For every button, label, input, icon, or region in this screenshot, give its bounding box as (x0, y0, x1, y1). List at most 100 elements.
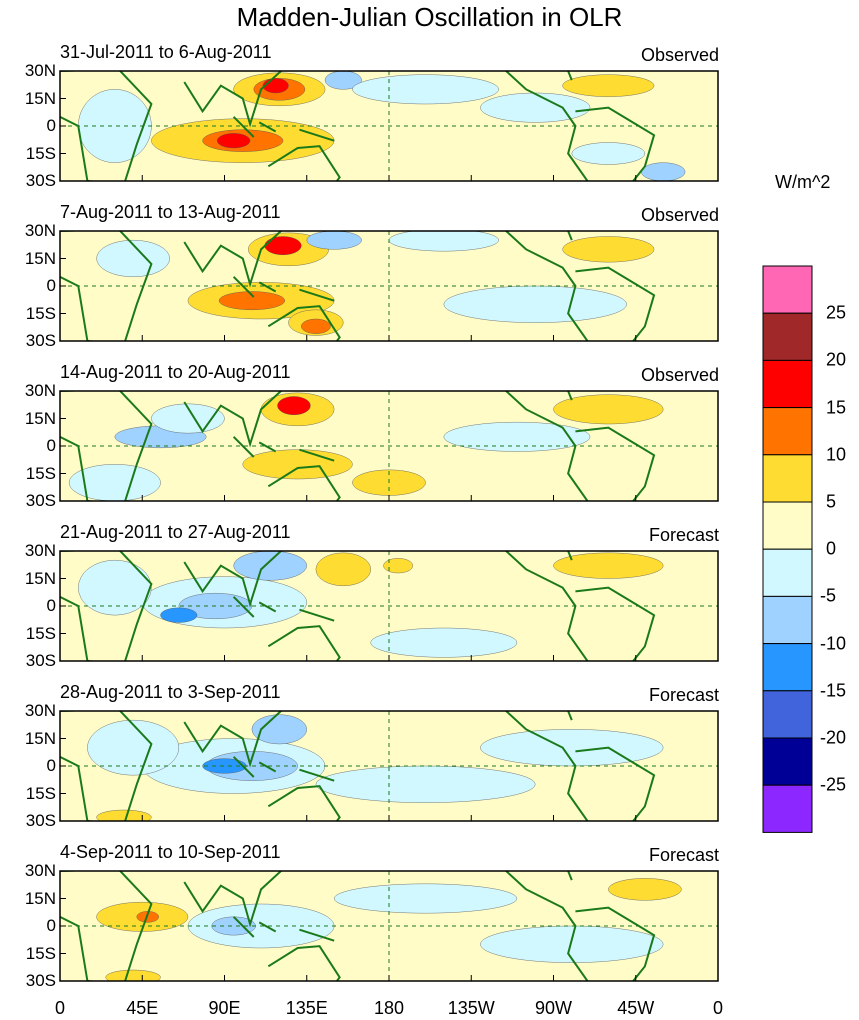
coastline (232, 756, 335, 782)
panel-date-range: 21-Aug-2011 to 27-Aug-2011 (60, 522, 291, 542)
colorbar-swatch (762, 407, 813, 456)
lat-label: 30N (24, 221, 56, 240)
lat-label: 30N (24, 541, 56, 560)
lat-label: 15N (24, 888, 56, 908)
anomaly-contour (96, 239, 170, 278)
colorbar-label: 20 (826, 349, 847, 370)
lat-label: 0 (46, 436, 56, 455)
lat-label: 15S (25, 623, 56, 643)
anomaly-contour (324, 71, 362, 90)
colorbar-swatch (762, 690, 813, 739)
lat-label: 15N (24, 728, 56, 748)
anomaly-contour (78, 559, 152, 616)
coastline (60, 391, 153, 501)
colorbar-swatch (762, 501, 813, 550)
panel-date-range: 31-Jul-2011 to 6-Aug-2011 (60, 42, 272, 62)
lat-label: 15S (25, 463, 56, 483)
colorbar-swatch (762, 737, 813, 786)
colorbar-label: 25 (826, 302, 847, 323)
coastline (267, 785, 341, 821)
coastline (60, 871, 153, 981)
figure-title: Madden-Julian Oscillation in OLR (236, 2, 623, 32)
coastline (60, 71, 153, 181)
anomaly-contour (443, 421, 591, 452)
lat-label: 0 (46, 916, 56, 935)
lat-label: 0 (46, 116, 56, 135)
coastline (183, 71, 283, 128)
anomaly-contour (388, 231, 499, 252)
coastline (183, 551, 283, 608)
coastline (60, 551, 153, 661)
anomaly-contour (352, 74, 499, 105)
coastline (183, 871, 283, 928)
anomaly-contour (315, 552, 371, 587)
lat-label: 30S (25, 331, 56, 350)
coastline (232, 116, 335, 142)
coastline (267, 465, 341, 501)
coastline (183, 391, 283, 448)
anomaly-contour (480, 729, 664, 767)
anomaly-contour (480, 92, 591, 123)
panel-date-range: 7-Aug-2011 to 13-Aug-2011 (60, 202, 281, 222)
lat-label: 15N (24, 248, 56, 268)
lat-label: 30N (24, 701, 56, 720)
lat-label: 30S (25, 171, 56, 190)
lon-label: 0 (54, 998, 66, 1018)
lat-label: 15S (25, 943, 56, 963)
map-panel-6 (59, 870, 719, 982)
anomaly-contour (553, 394, 664, 425)
coastline (267, 945, 341, 981)
lat-label: 30N (24, 861, 56, 880)
lat-label: 0 (46, 596, 56, 615)
colorbar-swatch (762, 784, 813, 833)
colorbar-swatch (762, 643, 813, 692)
lat-label: 15S (25, 303, 56, 323)
colorbar-swatch (762, 595, 813, 645)
anomaly-contour (301, 318, 331, 334)
anomaly-contour (562, 74, 655, 97)
lat-label: 15N (24, 408, 56, 428)
map-panel-5 (59, 710, 719, 822)
colorbar-swatch (762, 359, 813, 409)
coastline (267, 145, 341, 181)
lat-label: 30N (24, 381, 56, 400)
coastline (232, 276, 335, 302)
colorbar-label: -20 (820, 727, 847, 748)
anomaly-contour (242, 449, 353, 480)
lat-label: 15N (24, 88, 56, 108)
panel-type-label: Observed (640, 365, 719, 385)
coastline (267, 625, 341, 661)
coastline (60, 711, 153, 821)
anomaly-contour (562, 236, 655, 263)
coastline (232, 596, 335, 622)
coastline (504, 71, 656, 181)
coastline (504, 231, 656, 341)
lat-label: 15S (25, 143, 56, 163)
coastline (504, 551, 656, 661)
coastline (504, 871, 656, 981)
coastline (504, 391, 656, 501)
colorbar-swatch (762, 454, 813, 503)
lon-label: 135E (285, 998, 328, 1018)
lat-label: 15N (24, 568, 56, 588)
panel-date-range: 28-Aug-2011 to 3-Sep-2011 (60, 682, 281, 702)
anomaly-contour (333, 883, 518, 914)
anomaly-contour (87, 719, 180, 776)
anomaly-contour (216, 133, 251, 149)
colorbar-swatch (762, 312, 813, 361)
anomaly-contour (264, 236, 302, 256)
lon-label: 45E (126, 998, 159, 1018)
map-panel-4 (59, 550, 719, 662)
lat-label: 30N (24, 61, 56, 80)
anomaly-contour (383, 558, 413, 574)
anomaly-contour (233, 551, 307, 581)
lon-label: 180 (373, 998, 405, 1018)
lon-label: 90W (534, 998, 573, 1018)
anomaly-contour (553, 552, 664, 579)
panel-type-label: Observed (640, 45, 719, 65)
panel-type-label: Forecast (648, 525, 719, 545)
anomaly-contour (608, 878, 682, 901)
coastline (183, 711, 283, 768)
colorbar-label: 10 (826, 444, 847, 465)
